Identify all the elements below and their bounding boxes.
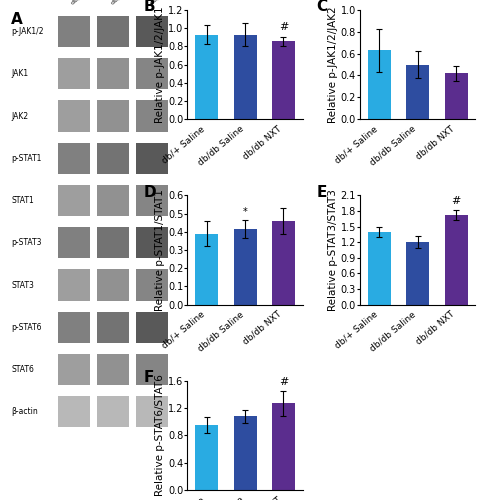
Bar — [444, 215, 467, 304]
Bar — [195, 425, 218, 490]
Bar — [272, 221, 294, 304]
Text: db/+ Saline: db/+ Saline — [70, 0, 102, 5]
Bar — [272, 42, 294, 119]
Y-axis label: Relative p-STAT1/STAT1: Relative p-STAT1/STAT1 — [155, 189, 165, 311]
Bar — [97, 396, 129, 428]
Bar — [233, 229, 256, 304]
Y-axis label: Relative p-STAT3/STAT3: Relative p-STAT3/STAT3 — [327, 189, 337, 311]
Bar — [195, 34, 218, 119]
Bar — [97, 270, 129, 300]
Bar — [58, 312, 90, 343]
Bar — [58, 354, 90, 385]
Bar — [136, 100, 167, 132]
Y-axis label: Relative p-JAK1/2/JAK1: Relative p-JAK1/2/JAK1 — [155, 6, 165, 123]
Bar — [136, 185, 167, 216]
Bar — [58, 142, 90, 174]
Bar — [233, 34, 256, 119]
Bar — [233, 416, 256, 490]
Text: C: C — [316, 0, 327, 14]
Bar — [136, 270, 167, 300]
Text: db/db Saline: db/db Saline — [109, 0, 143, 5]
Text: F: F — [143, 370, 154, 385]
Bar — [58, 396, 90, 428]
Text: p-STAT3: p-STAT3 — [11, 238, 42, 248]
Text: B: B — [143, 0, 155, 14]
Text: STAT3: STAT3 — [11, 280, 34, 289]
Bar — [406, 242, 428, 304]
Bar — [195, 234, 218, 304]
Text: #: # — [278, 377, 287, 387]
Bar — [136, 354, 167, 385]
Bar — [58, 100, 90, 132]
Bar — [136, 312, 167, 343]
Bar — [58, 16, 90, 47]
Bar — [97, 185, 129, 216]
Bar — [136, 227, 167, 258]
Bar — [406, 64, 428, 119]
Y-axis label: Relative p-STAT6/STAT6: Relative p-STAT6/STAT6 — [155, 374, 165, 496]
Bar — [97, 354, 129, 385]
Bar — [367, 50, 390, 119]
Bar — [136, 142, 167, 174]
Bar — [444, 74, 467, 119]
Text: db/db NXT: db/db NXT — [149, 0, 177, 5]
Bar — [97, 100, 129, 132]
Bar — [97, 142, 129, 174]
Y-axis label: Relative p-JAK1/2/JAK2: Relative p-JAK1/2/JAK2 — [327, 6, 337, 123]
Text: STAT1: STAT1 — [11, 196, 34, 205]
Bar — [58, 270, 90, 300]
Bar — [272, 404, 294, 490]
Text: JAK1: JAK1 — [11, 70, 29, 78]
Text: *: * — [242, 206, 247, 216]
Bar — [58, 58, 90, 90]
Text: #: # — [278, 22, 287, 32]
Bar — [136, 58, 167, 90]
Bar — [58, 227, 90, 258]
Bar — [97, 312, 129, 343]
Text: β-actin: β-actin — [11, 408, 38, 416]
Bar — [58, 185, 90, 216]
Text: JAK2: JAK2 — [11, 112, 29, 120]
Text: STAT6: STAT6 — [11, 365, 34, 374]
Text: p-JAK1/2: p-JAK1/2 — [11, 27, 44, 36]
Bar — [367, 232, 390, 304]
Text: p-STAT6: p-STAT6 — [11, 323, 42, 332]
Bar — [136, 16, 167, 47]
Bar — [97, 58, 129, 90]
Bar — [136, 396, 167, 428]
Text: D: D — [143, 184, 156, 200]
Text: A: A — [11, 12, 23, 28]
Text: #: # — [451, 196, 460, 205]
Text: E: E — [316, 184, 326, 200]
Bar — [97, 16, 129, 47]
Bar — [97, 227, 129, 258]
Text: p-STAT1: p-STAT1 — [11, 154, 42, 163]
